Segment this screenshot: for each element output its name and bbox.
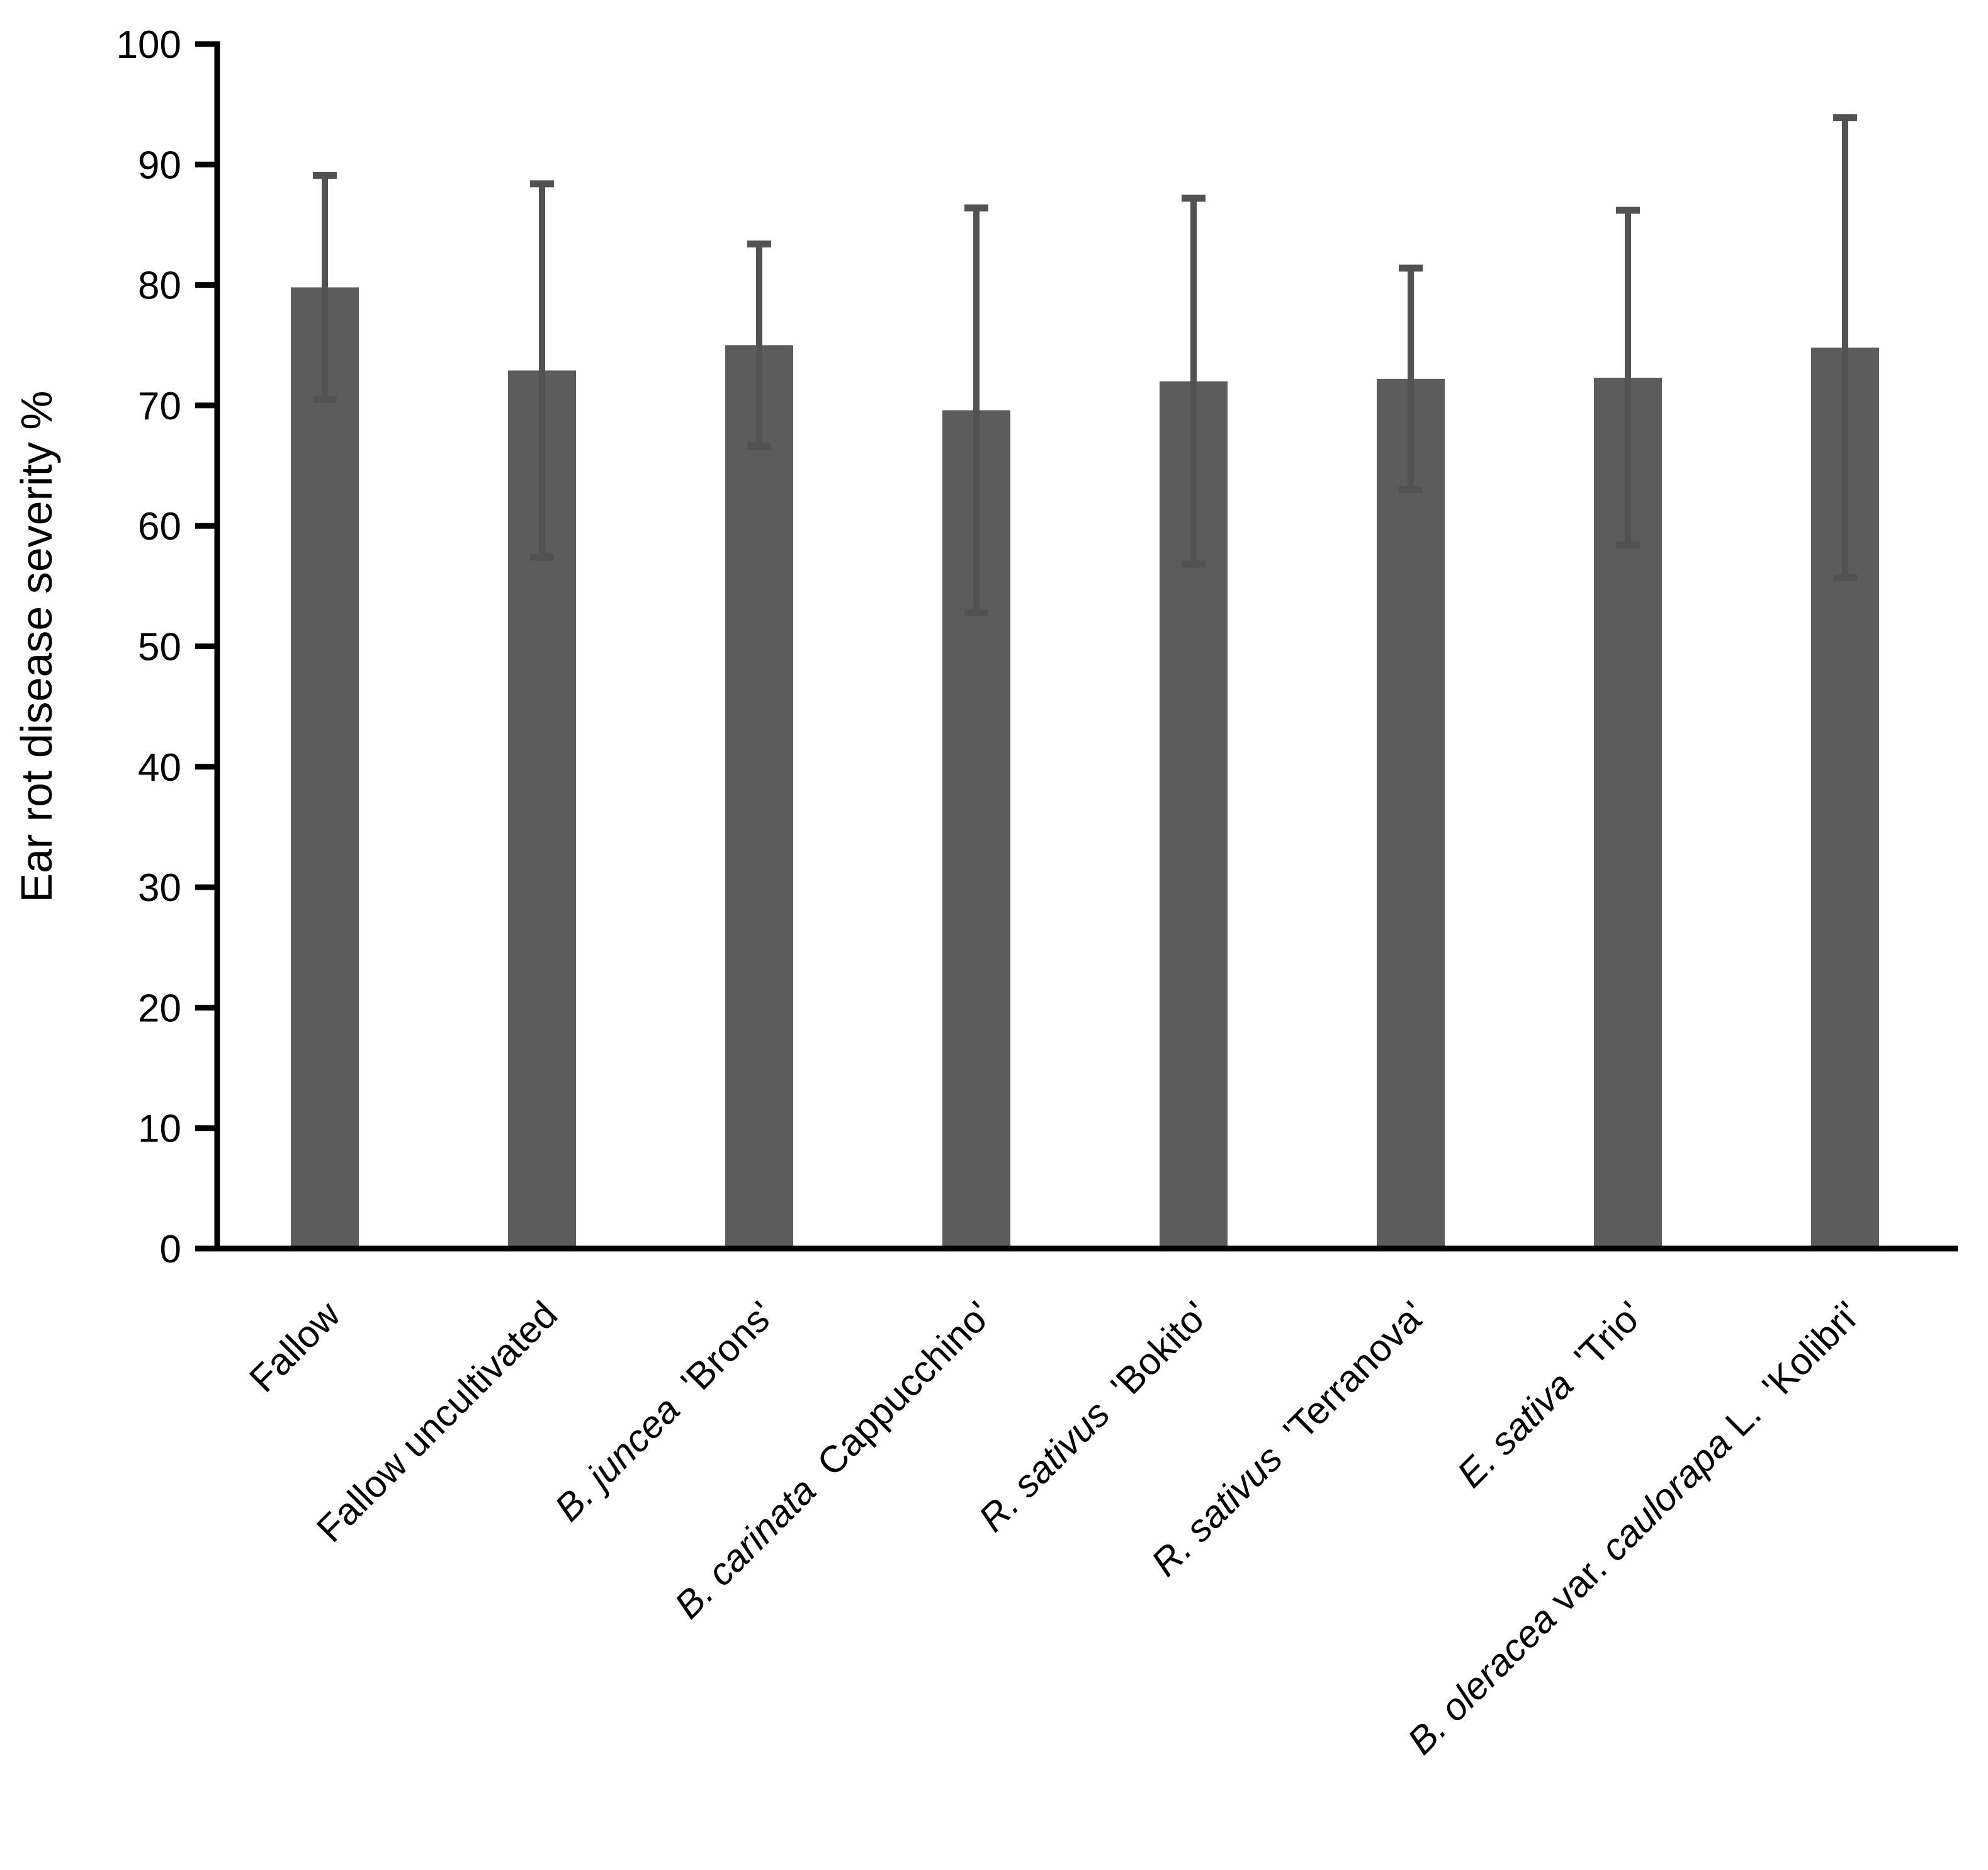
y-tick-label: 90 xyxy=(138,144,181,187)
label-text-segment: Cappucchino' xyxy=(794,1293,1000,1499)
bar xyxy=(725,345,793,1249)
species-name-segment: R. sativus xyxy=(1143,1437,1291,1584)
y-tick-label: 60 xyxy=(138,505,181,548)
y-tick-label: 100 xyxy=(116,23,181,67)
x-category-label: Fallow xyxy=(241,1293,348,1400)
species-name-segment: B. juncea xyxy=(546,1388,687,1529)
y-tick-label: 30 xyxy=(138,866,181,910)
label-text-segment: 'Bokito' xyxy=(1088,1293,1217,1422)
label-text-segment: 'Terranova' xyxy=(1260,1293,1434,1467)
species-name-segment: B. carinata xyxy=(667,1469,824,1626)
bar xyxy=(1377,378,1445,1249)
x-category-label: R. sativus 'Bokito' xyxy=(971,1293,1217,1539)
label-text-segment: L. 'Kolibri' xyxy=(1710,1293,1868,1452)
y-tick-label: 70 xyxy=(138,385,181,428)
label-text-segment: Fallow xyxy=(241,1293,348,1400)
x-category-label: E. sativa 'Trio' xyxy=(1449,1293,1651,1495)
species-name-segment: E. sativa xyxy=(1449,1363,1581,1495)
y-tick-label: 20 xyxy=(138,987,181,1030)
label-text-segment: 'Trio' xyxy=(1552,1293,1652,1393)
y-axis-title: Ear rot disease severity % xyxy=(12,390,61,902)
bar xyxy=(291,287,359,1249)
x-category-label: B. juncea 'Brons' xyxy=(546,1293,782,1529)
y-tick-label: 40 xyxy=(138,746,181,790)
y-tick-label: 50 xyxy=(138,626,181,669)
species-name-segment: caulorapa xyxy=(1593,1422,1740,1570)
y-tick-label: 10 xyxy=(138,1108,181,1151)
species-name-segment: B. oleracea xyxy=(1399,1597,1564,1762)
x-category-label: B. oleracea var. caulorapa L. 'Kolibri' xyxy=(1399,1293,1868,1762)
label-text-segment: 'Brons' xyxy=(658,1293,782,1418)
label-text-segment: Fallow uncultivated xyxy=(308,1293,565,1550)
y-tick-label: 80 xyxy=(138,264,181,308)
x-category-label: Fallow uncultivated xyxy=(308,1293,565,1550)
species-name-segment: R. sativus xyxy=(971,1393,1118,1540)
y-tick-label: 0 xyxy=(160,1228,181,1271)
